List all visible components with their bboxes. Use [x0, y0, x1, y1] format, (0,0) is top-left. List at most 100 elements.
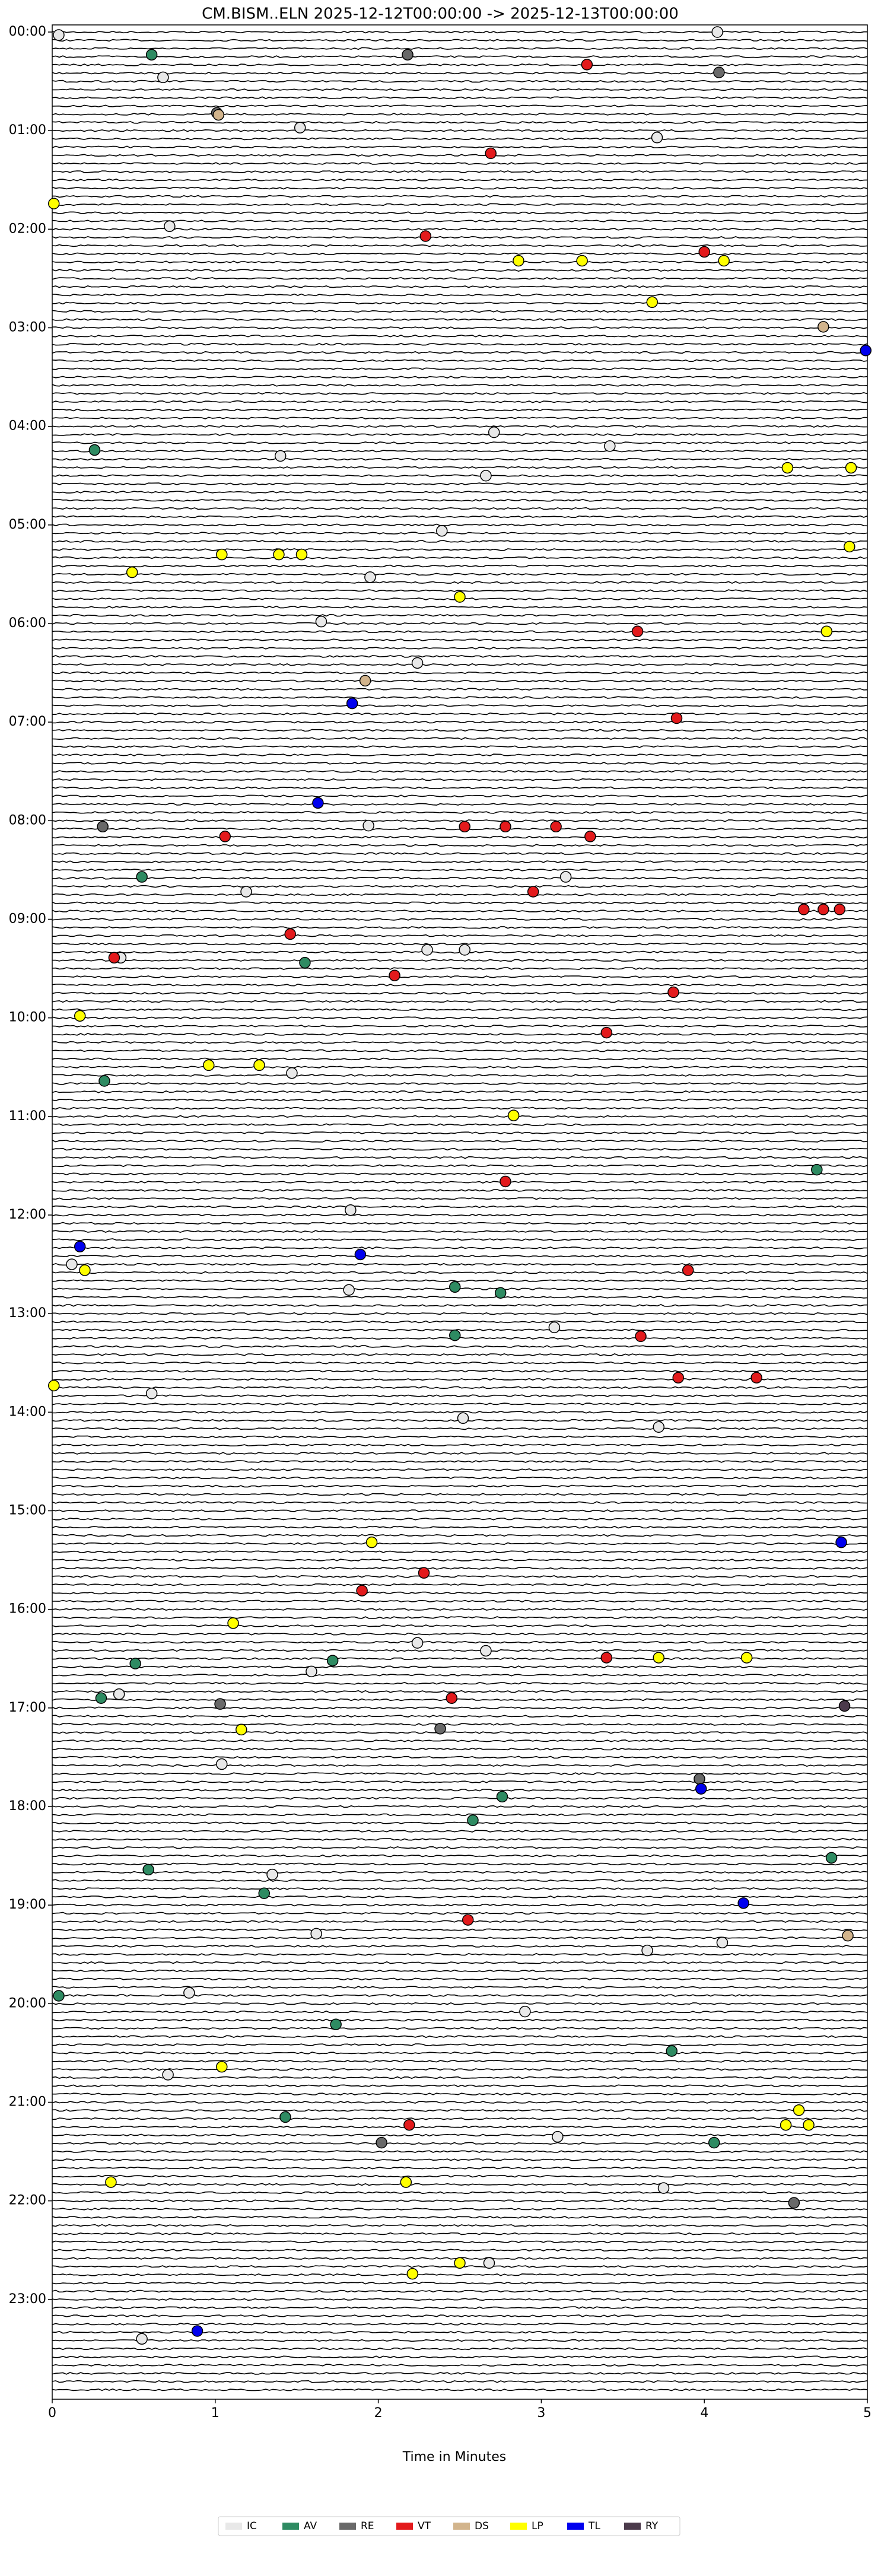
event-marker	[454, 591, 466, 603]
trace	[52, 762, 868, 765]
event-marker	[842, 1929, 854, 1942]
legend-label: RY	[645, 2520, 659, 2532]
trace	[52, 1862, 868, 1866]
event-marker	[306, 1665, 317, 1678]
event-marker	[88, 444, 101, 456]
event-marker	[216, 1758, 228, 1770]
event-marker	[411, 657, 424, 669]
trace	[52, 1928, 868, 1932]
trace	[52, 1049, 868, 1052]
event-marker	[364, 571, 376, 583]
event-marker	[145, 1388, 158, 1400]
trace	[52, 1156, 868, 1159]
trace	[52, 1821, 868, 1825]
trace	[52, 1616, 868, 1619]
trace	[52, 1952, 868, 1956]
trace	[52, 1994, 868, 1997]
trace	[52, 1131, 868, 1134]
trace	[52, 96, 868, 100]
trace	[52, 885, 868, 888]
trace	[52, 1518, 868, 1521]
trace	[52, 2364, 868, 2367]
trace	[52, 1000, 868, 1003]
event-marker	[216, 548, 228, 561]
trace	[52, 655, 868, 658]
trace	[52, 778, 868, 781]
event-marker	[402, 49, 414, 61]
trace	[52, 663, 868, 666]
event-marker	[219, 831, 231, 842]
trace	[52, 1681, 867, 1685]
event-marker	[576, 255, 588, 267]
y-tick-label: 17:00	[9, 1700, 46, 1715]
trace	[52, 1328, 867, 1332]
trace	[52, 2125, 868, 2129]
trace	[52, 425, 868, 428]
trace	[52, 2068, 868, 2071]
event-marker	[459, 944, 470, 956]
event-marker	[716, 1936, 729, 1949]
event-marker	[584, 831, 596, 842]
event-marker	[457, 1412, 469, 1424]
trace	[52, 1181, 868, 1184]
event-marker	[667, 986, 679, 998]
event-marker	[108, 952, 120, 964]
trace	[52, 1427, 868, 1430]
trace	[52, 1895, 868, 1898]
event-marker	[74, 1241, 86, 1252]
trace	[52, 2298, 868, 2301]
event-marker	[811, 1163, 823, 1176]
trace	[52, 2059, 868, 2063]
trace	[52, 893, 868, 896]
trace	[52, 195, 868, 198]
event-marker	[434, 1722, 446, 1735]
trace	[52, 1706, 868, 1710]
trace	[52, 2216, 868, 2219]
event-marker	[403, 2119, 415, 2131]
trace	[52, 1378, 868, 1381]
trace	[52, 416, 868, 420]
y-tick-label: 18:00	[9, 1799, 46, 1814]
event-marker	[326, 1655, 339, 1667]
trace	[52, 1016, 868, 1020]
trace	[52, 1674, 867, 1677]
event-marker	[157, 71, 169, 84]
trace	[52, 2289, 868, 2293]
trace	[52, 466, 868, 469]
event-marker	[136, 871, 148, 883]
trace	[52, 901, 868, 905]
event-marker	[454, 2257, 466, 2269]
legend-swatch	[624, 2523, 641, 2530]
x-tick-label: 3	[537, 2406, 545, 2421]
trace	[52, 638, 868, 642]
trace	[52, 1106, 868, 1110]
trace	[52, 1624, 868, 1627]
trace	[52, 1632, 868, 1636]
trace	[52, 860, 868, 863]
trace	[52, 482, 868, 485]
trace	[52, 2355, 868, 2359]
event-marker	[449, 1281, 461, 1293]
trace	[52, 1025, 868, 1028]
trace	[52, 2142, 868, 2145]
trace	[52, 2101, 868, 2104]
event-marker	[284, 928, 296, 940]
trace	[52, 688, 868, 691]
trace	[52, 876, 868, 880]
trace	[52, 2240, 868, 2244]
event-marker	[126, 566, 138, 578]
event-marker	[315, 615, 327, 628]
trace	[52, 1443, 868, 1447]
event-marker	[480, 1645, 492, 1657]
trace	[52, 2027, 868, 2030]
event-marker	[95, 1692, 107, 1704]
trace	[52, 2183, 868, 2186]
trace	[52, 211, 868, 214]
trace	[52, 433, 868, 436]
event-marker	[53, 29, 65, 41]
event-marker	[258, 1887, 270, 1899]
trace	[52, 260, 868, 264]
trace	[52, 556, 868, 559]
trace	[52, 926, 868, 929]
